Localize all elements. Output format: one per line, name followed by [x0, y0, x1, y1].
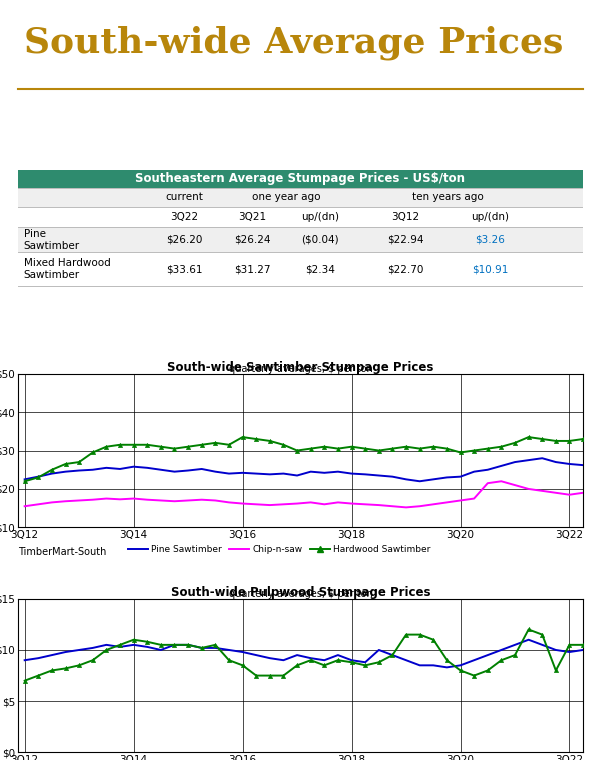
Text: $33.61: $33.61	[167, 264, 203, 274]
Text: up/(dn): up/(dn)	[301, 212, 339, 222]
FancyBboxPatch shape	[18, 170, 583, 188]
Text: $3.26: $3.26	[475, 235, 505, 245]
Text: up/(dn): up/(dn)	[471, 212, 509, 222]
Text: 3Q22: 3Q22	[171, 212, 199, 222]
Text: ($0.04): ($0.04)	[302, 235, 339, 245]
Text: 3Q12: 3Q12	[391, 212, 419, 222]
Legend: Pine Sawtimber, Chip-n-saw, Hardwood Sawtimber: Pine Sawtimber, Chip-n-saw, Hardwood Saw…	[124, 541, 434, 557]
Text: $22.70: $22.70	[387, 264, 423, 274]
Text: one year ago: one year ago	[252, 192, 321, 202]
FancyBboxPatch shape	[18, 227, 583, 252]
FancyBboxPatch shape	[18, 188, 583, 207]
Text: Mixed Hardwood
Sawtimber: Mixed Hardwood Sawtimber	[24, 258, 110, 280]
FancyBboxPatch shape	[18, 207, 583, 227]
Text: $26.24: $26.24	[234, 235, 271, 245]
Text: quarterly averages, $ per ton: quarterly averages, $ per ton	[228, 589, 372, 599]
Text: ten years ago: ten years ago	[412, 192, 483, 202]
Text: Pine
Sawtimber: Pine Sawtimber	[24, 229, 80, 251]
Title: South-wide Sawtimber Stumpage Prices: South-wide Sawtimber Stumpage Prices	[167, 361, 434, 374]
Text: current: current	[165, 192, 203, 202]
Text: South-wide Average Prices: South-wide Average Prices	[24, 25, 563, 60]
Title: South-wide Pulpwood Stumpage Prices: South-wide Pulpwood Stumpage Prices	[171, 586, 430, 599]
Text: $26.20: $26.20	[167, 235, 203, 245]
Text: $10.91: $10.91	[472, 264, 508, 274]
FancyBboxPatch shape	[18, 252, 583, 287]
Text: $22.94: $22.94	[387, 235, 423, 245]
Text: $31.27: $31.27	[234, 264, 271, 274]
Text: Southeastern Average Stumpage Prices - US$/ton: Southeastern Average Stumpage Prices - U…	[136, 173, 465, 185]
Text: quarterly averages, $ per ton: quarterly averages, $ per ton	[228, 364, 372, 374]
Text: $2.34: $2.34	[305, 264, 335, 274]
Text: 3Q21: 3Q21	[239, 212, 267, 222]
Text: TimberMart-South: TimberMart-South	[18, 547, 107, 557]
